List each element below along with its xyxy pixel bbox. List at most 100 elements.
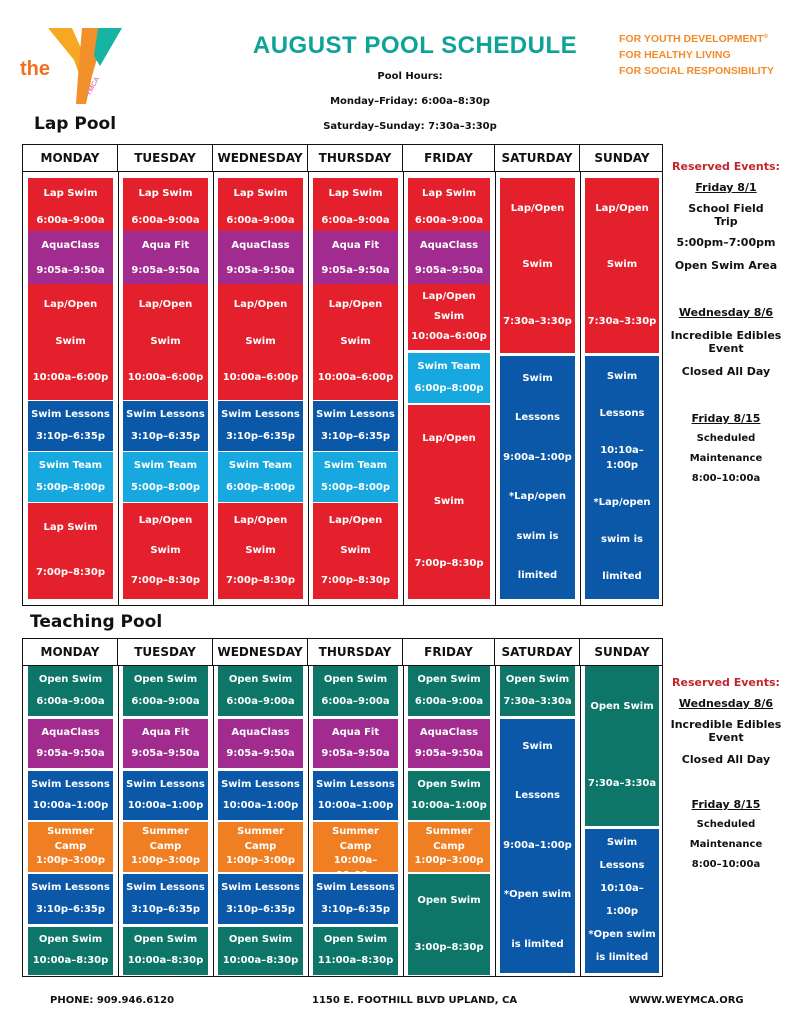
header-divider (23, 665, 662, 666)
footer-address: 1150 E. FOOTHILL BLVD UPLAND, CA (312, 995, 518, 1006)
teaching-session-saturday: Open Swim 7:30a–3:30a (500, 666, 575, 716)
teaching-session-wednesday: Summer Camp 1:00p–3:00p (218, 822, 303, 872)
teaching-session-thursday: Aqua Fit 9:05a–9:50a (313, 719, 398, 768)
footer-website[interactable]: WWW.WEYMCA.ORG (629, 995, 744, 1006)
event-line: Scheduled (696, 819, 756, 830)
lap-session-tuesday: Swim Lessons 3:10p–6:35p (123, 401, 208, 451)
lap-session-friday: Lap/Open Swim 7:00p–8:30p (408, 405, 490, 599)
teaching-session-monday: Open Swim 6:00a–9:00a (28, 666, 113, 716)
session-text: 6:00a–9:00a (321, 695, 390, 707)
event-line: Closed All Day (681, 365, 771, 378)
session-text: 3:10p–6:35p (320, 903, 391, 915)
session-text: AquaClass (41, 240, 100, 251)
session-text: Open Swim (417, 894, 481, 906)
session-text: Swim (150, 544, 181, 556)
session-text: Swim (340, 335, 371, 347)
session-text: Open Swim (38, 673, 103, 685)
session-text: 10:00a–1:00p (222, 800, 299, 811)
pool-hours-label: Pool Hours: (377, 71, 443, 82)
column-divider (580, 665, 581, 976)
weekday-hours: Monday–Friday: 6:00a–8:30p (330, 96, 490, 107)
lap-session-wednesday: AquaClass 9:05a–9:50a (218, 231, 303, 286)
session-text: 6:00a–9:00a (36, 215, 105, 227)
session-text: *Lap/open (508, 491, 567, 502)
teaching-session-tuesday: Swim Lessons 3:10p–6:35p (123, 874, 208, 924)
session-text: Open Swim (590, 701, 654, 713)
session-text: Lessons (515, 790, 560, 802)
lap-session-monday: Lap Swim 7:00p–8:30p (28, 503, 113, 599)
footer-phone: PHONE: 909.946.6120 (50, 995, 175, 1006)
session-text: Swim Lessons (316, 881, 395, 893)
day-header-monday: MONDAY (23, 145, 118, 171)
teaching-session-wednesday: Open Swim 10:00a–8:30p (218, 927, 303, 975)
teaching-session-friday: Open Swim 10:00a–1:00p (408, 771, 490, 820)
session-text: Open Swim (417, 778, 481, 790)
teaching-session-saturday: Swim Lessons 9:00a–1:00p *Open swim is limit… (500, 719, 575, 973)
session-text: Aqua Fit (331, 240, 380, 251)
session-text: 6:00a–9:00a (321, 215, 390, 227)
session-text: Open Swim (417, 673, 481, 685)
session-text: 7:30a–3:30a (503, 695, 572, 707)
session-text: 10:10a–1:00p (600, 445, 644, 471)
column-divider (118, 665, 119, 976)
teaching-session-tuesday: Swim Lessons 10:00a–1:00p (123, 771, 208, 820)
session-text: 3:10p–6:35p (35, 430, 106, 442)
lap-pool-schedule-grid: MONDAY TUESDAY WEDNESDAY THURSDAY FRIDAY SATU… (22, 144, 663, 606)
lap-session-friday: AquaClass 9:05a–9:50a (408, 231, 490, 286)
session-text: Swim (340, 544, 371, 556)
lap-session-friday: Lap/Open Swim 10:00a–6:00p (408, 284, 490, 350)
lap-session-tuesday: Lap/Open Swim 10:00a–6:00p (123, 284, 208, 400)
session-text: 6:00a–9:00a (226, 695, 295, 707)
session-text: Lessons (515, 412, 560, 423)
column-divider (213, 665, 214, 976)
session-text: Swim Lessons (221, 881, 300, 893)
session-text: Swim Team (417, 360, 481, 372)
lap-session-monday: Lap/Open Swim 10:00a–6:00p (28, 284, 113, 400)
session-text: Swim (606, 837, 638, 849)
session-text: Swim Lessons (31, 408, 110, 420)
session-text: 3:10p–6:35p (225, 430, 296, 442)
event-date: Friday 8/15 (691, 412, 761, 425)
session-text: 10:00a–6:00p (32, 372, 109, 384)
lap-session-wednesday: Lap/Open Swim 10:00a–6:00p (218, 284, 303, 400)
session-text: Swim Lessons (126, 778, 205, 790)
lap-session-tuesday: Aqua Fit 9:05a–9:50a (123, 231, 208, 286)
session-text: Lap/Open (595, 202, 649, 214)
day-header-thursday: THURSDAY (308, 145, 403, 171)
session-text: Lap Swim (138, 188, 193, 200)
session-text: Lap Swim (328, 188, 383, 200)
session-text: Lap/Open (138, 514, 193, 526)
event-date: Friday 8/15 (691, 798, 761, 811)
teaching-pool-schedule-grid: MONDAY TUESDAY WEDNESDAY THURSDAY FRIDAY SATU… (22, 638, 663, 977)
session-text: Open Swim (323, 673, 388, 685)
teaching-session-thursday: Swim Lessons 10:00a–1:00p (313, 771, 398, 820)
column-divider (403, 171, 404, 605)
column-divider (308, 665, 309, 976)
event-line: 5:00pm–7:00pm (676, 236, 776, 249)
session-text: Summer Camp (237, 826, 284, 852)
session-text: Swim Lessons (31, 778, 110, 790)
event-line: School Field Trip (688, 202, 764, 228)
session-text: Swim Lessons (316, 408, 395, 420)
session-text: 10:00a–1:00p (411, 800, 487, 811)
session-text: 10:00a–1:00p (127, 800, 204, 811)
session-text: AquaClass (419, 726, 479, 738)
teaching-session-monday: Swim Lessons 10:00a–1:00p (28, 771, 113, 820)
event-line: Maintenance (689, 453, 763, 464)
teaching-session-sunday: Swim Lessons 10:10a– 1:00p *Open swim is limi… (585, 829, 659, 973)
teaching-session-tuesday: Summer Camp 1:00p–3:00p (123, 822, 208, 872)
session-text: 10:00a–6:00p (411, 330, 487, 342)
column-divider (118, 171, 119, 605)
teaching-session-tuesday: Open Swim 6:00a–9:00a (123, 666, 208, 716)
event-line: 8:00–10:00a (691, 859, 761, 870)
session-text: 6:00p–8:00p (414, 382, 484, 394)
lap-session-thursday: Swim Lessons 3:10p–6:35p (313, 401, 398, 451)
session-text: 7:00p–8:30p (225, 574, 296, 586)
session-text: AquaClass (41, 726, 100, 738)
lap-session-monday: Swim Lessons 3:10p–6:35p (28, 401, 113, 451)
teaching-session-wednesday: Swim Lessons 3:10p–6:35p (218, 874, 303, 924)
weekend-hours: Saturday–Sunday: 7:30a–3:30p (323, 121, 497, 132)
session-text: 10:00a–8:30p (222, 955, 299, 967)
session-text: Open Swim (323, 934, 388, 946)
